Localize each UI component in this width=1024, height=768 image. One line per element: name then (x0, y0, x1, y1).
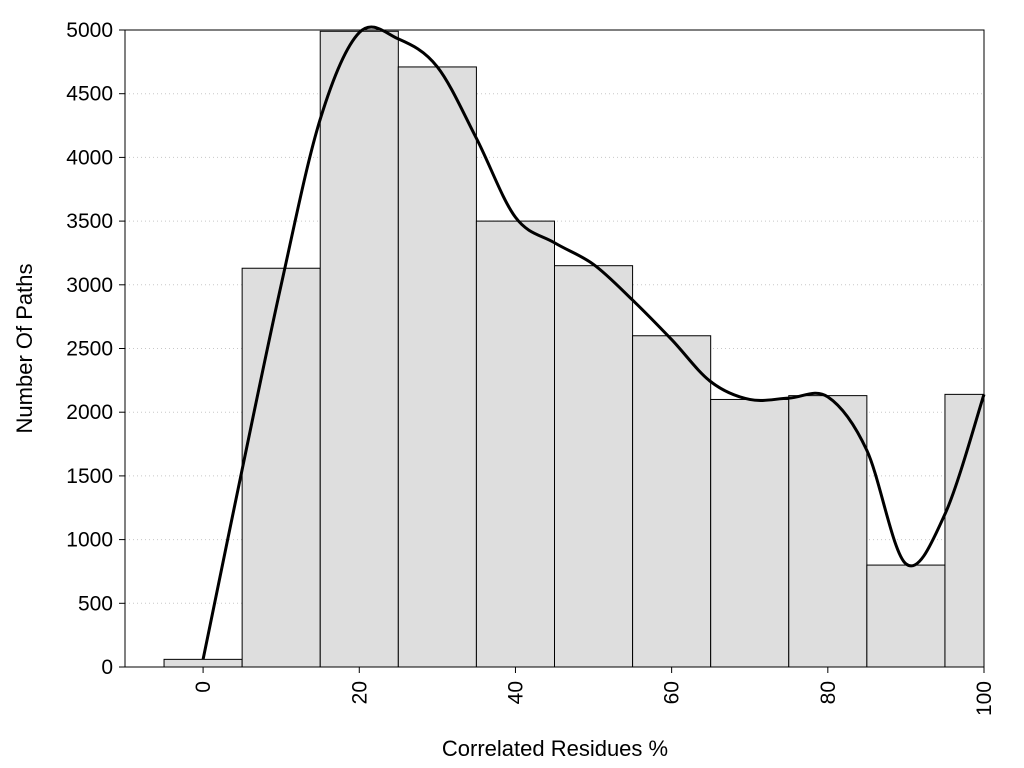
histogram-bar (632, 335, 712, 668)
density-curve-line (201, 25, 986, 660)
histogram-bar (866, 564, 946, 668)
y-tick-label: 1000 (66, 529, 113, 552)
y-tick-label: 0 (101, 656, 113, 679)
histogram-bar (163, 658, 243, 668)
x-tick-label: 40 (504, 681, 527, 704)
y-tick-label: 4000 (66, 146, 113, 169)
histogram-bar (397, 66, 477, 668)
histogram-bar (788, 395, 868, 668)
y-tick-label: 3000 (66, 274, 113, 297)
y-axis-title: Number Of Paths (12, 264, 37, 434)
y-tick-label: 2000 (66, 401, 113, 424)
y-tick-label: 4500 (66, 83, 113, 106)
x-tick-label: 20 (348, 681, 371, 704)
x-axis-title: Correlated Residues % (442, 736, 668, 761)
x-tick-label: 60 (661, 681, 684, 704)
x-axis-ticks: 0 20 40 60 80 100 (192, 667, 996, 716)
y-tick-label: 1500 (66, 465, 113, 488)
density-curve (201, 25, 986, 660)
x-tick-label: 80 (817, 681, 840, 704)
histogram-bar (710, 398, 790, 668)
x-tick-label: 100 (973, 681, 996, 716)
histogram-bar (554, 265, 634, 668)
y-tick-label: 2500 (66, 338, 113, 361)
y-tick-label: 500 (78, 592, 113, 615)
histogram-bar (944, 393, 985, 668)
y-tick-label: 3500 (66, 210, 113, 233)
histogram-bars (163, 30, 985, 668)
y-axis-ticks: 0 500 1000 1500 2000 2500 3000 3500 4000 4500 5000 (66, 19, 125, 679)
histogram-bar (319, 30, 399, 668)
histogram-bar (475, 220, 555, 668)
y-tick-label: 5000 (66, 19, 113, 42)
x-tick-label: 0 (192, 681, 215, 693)
histogram-bar (241, 267, 321, 668)
